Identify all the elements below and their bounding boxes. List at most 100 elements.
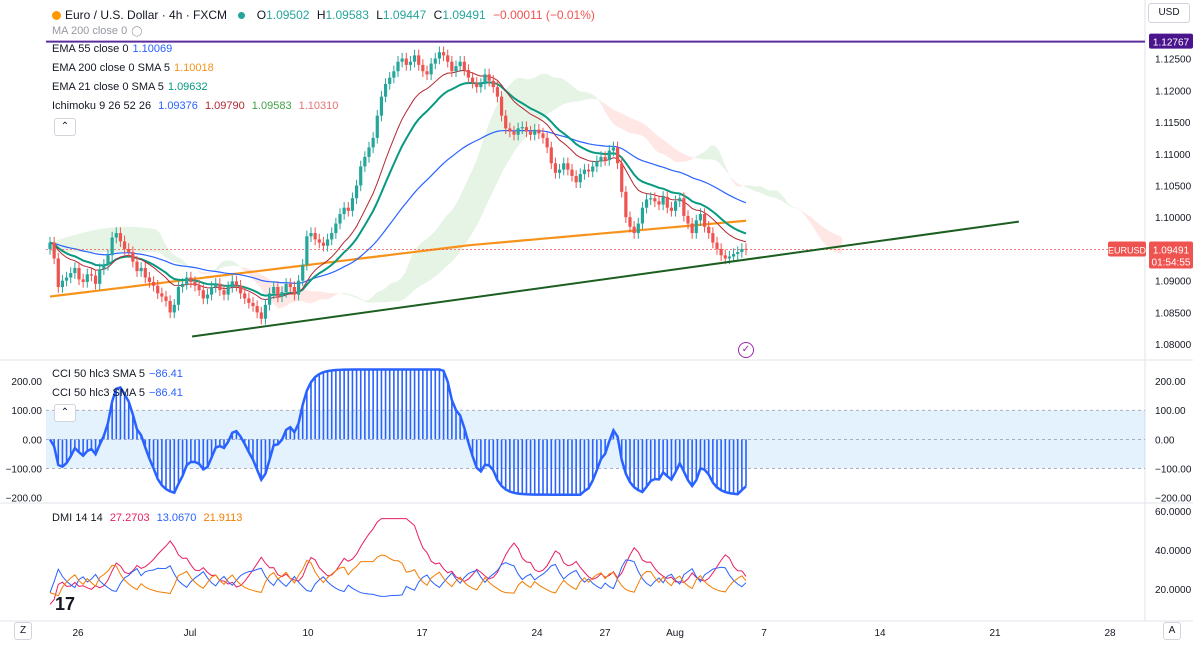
- trendline: [191, 220, 1019, 338]
- ichimoku-cloud-segment: [576, 89, 581, 102]
- ichimoku-cloud-segment: [401, 272, 406, 301]
- ichimoku-cloud-segment: [629, 117, 634, 134]
- ema55-legend[interactable]: EMA 55 close 0 1.10069: [52, 43, 176, 55]
- ichimoku-cloud-segment: [788, 204, 794, 208]
- candle-body: [176, 287, 181, 305]
- zoom-button[interactable]: Z: [14, 622, 32, 640]
- candle-body: [230, 281, 234, 288]
- ichimoku-cloud-segment: [241, 267, 246, 272]
- price-tick-label: 1.11000: [1155, 150, 1191, 161]
- ichimoku-cloud-segment: [662, 139, 667, 156]
- candle-body: [574, 175, 578, 183]
- candle-body: [624, 191, 628, 218]
- candle-body: [582, 169, 587, 175]
- ichimoku-cloud-segment: [107, 227, 112, 253]
- candle-body: [292, 287, 297, 295]
- ichimoku-cloud-segment: [213, 266, 218, 272]
- ichimoku-cloud-segment: [797, 207, 802, 212]
- ichimoku-cloud-segment: [205, 272, 210, 275]
- candle-body: [640, 207, 645, 224]
- ichimoku-legend[interactable]: Ichimoku 9 26 52 26 1.09376 1.09790 1.09…: [52, 100, 342, 112]
- candle-body: [185, 277, 189, 284]
- ichimoku-cloud-segment: [303, 288, 308, 303]
- candle-body: [657, 201, 661, 205]
- ichimoku-cloud-segment: [690, 156, 696, 160]
- ichimoku-cloud-segment: [658, 136, 663, 154]
- time-tick-label: 21: [989, 628, 1001, 639]
- ichimoku-cloud-segment: [446, 212, 451, 267]
- candle-body: [267, 293, 272, 305]
- dmi-legend[interactable]: DMI 14 14 27.2703 13.0670 21.9113: [52, 512, 246, 524]
- candle-body: [475, 82, 479, 88]
- ichimoku-cloud-segment: [825, 228, 830, 249]
- top-level-badge-label: 1.12767: [1153, 38, 1190, 49]
- cci-tick-label: −100.00: [1155, 465, 1192, 476]
- ichimoku-cloud-segment: [229, 260, 234, 267]
- cci-legend-1[interactable]: CCI 50 hlc3 SMA 5 −86.41: [52, 368, 187, 380]
- candle-body: [620, 163, 624, 192]
- ichimoku-cloud-segment: [752, 185, 757, 192]
- candle-body: [483, 74, 487, 84]
- candle-body: [193, 281, 197, 286]
- ichimoku-cloud-segment: [209, 271, 214, 274]
- price-tick-label: 1.10000: [1155, 213, 1192, 224]
- ichimoku-cloud-segment: [368, 296, 373, 303]
- candle-body: [226, 287, 230, 295]
- ichimoku-cloud-segment: [413, 246, 418, 291]
- candle-body: [375, 115, 379, 138]
- candle-body: [334, 223, 338, 234]
- ichimoku-cloud-segment: [392, 281, 398, 302]
- candle-body: [562, 163, 566, 170]
- cci-left-tick-label: 100.00: [11, 406, 42, 417]
- ichimoku-cloud-segment: [450, 206, 455, 264]
- ichimoku-cloud-segment: [678, 151, 683, 163]
- ichimoku-cloud-segment: [380, 288, 385, 303]
- ichimoku-cloud-segment: [86, 230, 91, 253]
- ichimoku-cloud-segment: [90, 230, 95, 253]
- candle-body: [458, 61, 462, 67]
- ema200-legend[interactable]: EMA 200 close 0 SMA 5 1.10018: [52, 62, 218, 74]
- candle-body: [740, 248, 744, 253]
- cci-legend-2[interactable]: CCI 50 hlc3 SMA 5 −86.41: [52, 387, 187, 399]
- ma200-legend[interactable]: MA 200 close 0 ◯: [52, 25, 146, 37]
- ichimoku-cloud-segment: [319, 291, 324, 300]
- ichimoku-v2: 1.09790: [204, 100, 245, 112]
- collapse-legend-button[interactable]: ⌃: [54, 118, 76, 136]
- candle-body: [632, 226, 636, 234]
- flash-alert-icon[interactable]: ✓: [738, 342, 754, 358]
- ichimoku-cloud-segment: [666, 142, 671, 159]
- candle-body: [110, 237, 114, 256]
- candle-body: [363, 156, 367, 167]
- auto-scale-button[interactable]: A: [1163, 622, 1181, 640]
- candle-body: [296, 280, 301, 295]
- hidden-eye-icon[interactable]: ◯: [131, 26, 143, 37]
- ichimoku-cloud-segment: [421, 239, 426, 286]
- ichimoku-v3: 1.09583: [251, 100, 292, 112]
- dmi-plus-value: 21.9113: [203, 512, 243, 524]
- candle-body: [255, 306, 259, 313]
- currency-button[interactable]: USD: [1148, 3, 1190, 23]
- ichimoku-cloud-segment: [147, 228, 153, 253]
- ichimoku-cloud-segment: [560, 77, 565, 106]
- ichimoku-cloud-segment: [470, 165, 475, 237]
- candle-body: [205, 294, 210, 299]
- time-tick-label: 28: [1104, 628, 1116, 639]
- ichimoku-cloud-segment: [339, 293, 344, 294]
- ema55-line: [49, 129, 747, 284]
- symbol-badge: [1108, 241, 1146, 257]
- ema21-legend[interactable]: EMA 21 close 0 SMA 5 1.09632: [52, 81, 212, 93]
- ichimoku-cloud-segment: [454, 200, 459, 260]
- collapse-cci-button[interactable]: ⌃: [54, 404, 76, 422]
- candle-body: [636, 223, 640, 234]
- ichimoku-cloud-segment: [196, 269, 202, 274]
- ichimoku-cloud-segment: [376, 290, 381, 303]
- ichimoku-cloud-segment: [172, 253, 177, 263]
- ichimoku-cloud-segment: [331, 293, 336, 298]
- last-price-badge-label: 1.09491: [1153, 246, 1190, 257]
- tradingview-logo[interactable]: 17: [55, 594, 76, 614]
- ichimoku-cloud-segment: [601, 101, 606, 112]
- dmi-plus-line: [49, 554, 747, 597]
- candle-body: [508, 128, 512, 132]
- symbol-title[interactable]: Euro / U.S. Dollar · 4h · FXCM: [65, 8, 228, 22]
